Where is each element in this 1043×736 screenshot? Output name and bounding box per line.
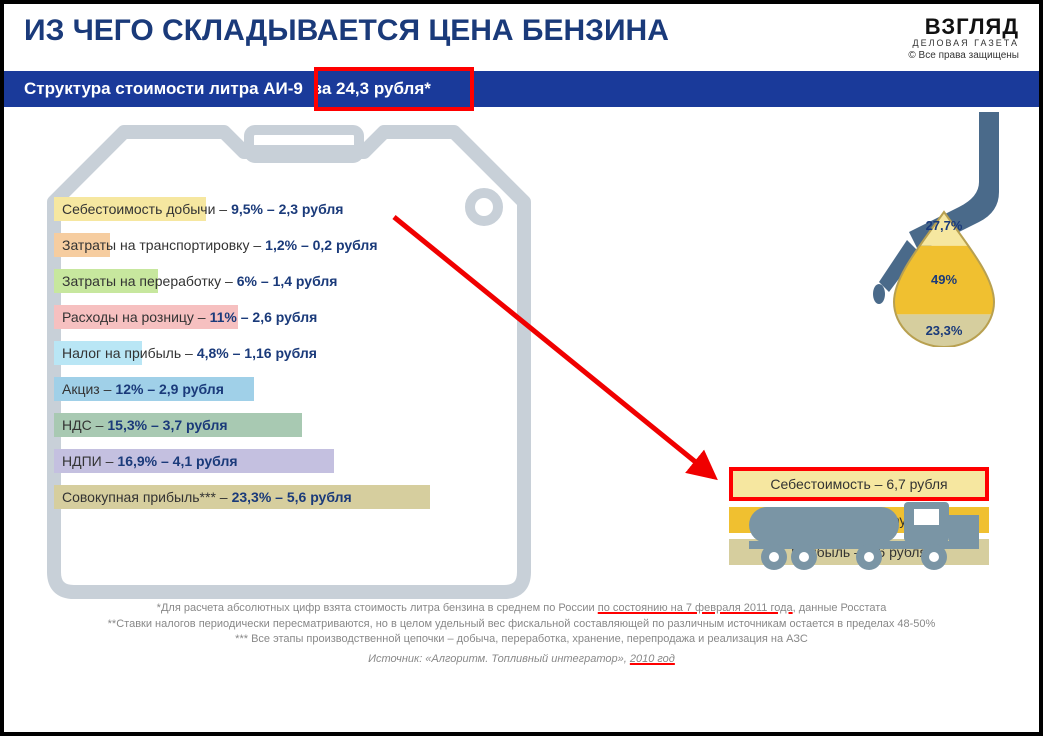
brand-subtitle: ДЕЛОВАЯ ГАЗЕТА [908,38,1019,48]
bar-value: 1,2% – 0,2 рубля [265,237,377,253]
bar-value: 23,3% – 5,6 рубля [232,489,352,505]
bar-label: Совокупная прибыль*** – [62,489,228,505]
bar-label: Расходы на розницу – [62,309,206,325]
bar-label: Себестоимость добычи – [62,201,227,217]
drop-segment-label: 49% [889,272,999,287]
subtitle-text-before: Структура стоимости литра АИ-9 [24,79,303,98]
cost-bar-row: Себестоимость добычи – 9,5% – 2,3 рубля [54,197,574,221]
fuel-drop-chart: 27,7% 49% 23,3% [889,207,999,347]
bar-label: Налог на прибыль – [62,345,193,361]
main-title: ИЗ ЧЕГО СКЛАДЫВАЕТСЯ ЦЕНА БЕНЗИНА [24,14,669,48]
subtitle-bar: Структура стоимости литра АИ-9 за 24,3 р… [4,71,1039,107]
footnote-1a: *Для расчета абсолютных цифр взята стоим… [157,602,598,614]
cost-bar: Совокупная прибыль*** – 23,3% – 5,6 рубл… [54,485,430,509]
bar-value: 16,9% – 4,1 рубля [117,453,237,469]
bar-value: 4,8% – 1,16 рубля [197,345,317,361]
tanker-truck-icon [749,487,979,577]
cost-bar: Затраты на транспортировку – 1,2% – 0,2 … [54,233,110,257]
bar-label: НДС – [62,417,103,433]
drop-segment-label: 23,3% [889,323,999,338]
drop-segment-label: 27,7% [889,218,999,233]
footnotes: *Для расчета абсолютных цифр взята стоим… [4,601,1039,667]
cost-bar-row: Расходы на розницу – 11% – 2,6 рубля [54,305,574,329]
cost-bar-row: Совокупная прибыль*** – 23,3% – 5,6 рубл… [54,485,574,509]
cost-breakdown-bars: Себестоимость добычи – 9,5% – 2,3 рубля З… [54,197,574,521]
cost-bar-row: НДПИ – 16,9% – 4,1 рубля [54,449,574,473]
bar-value: 9,5% – 2,3 рубля [231,201,343,217]
source-text: Источник: «Алгоритм. Топливный интеграто… [368,653,630,665]
cost-bar: Расходы на розницу – 11% – 2,6 рубля [54,305,238,329]
cost-bar-row: Налог на прибыль – 4,8% – 1,16 рубля [54,341,574,365]
cost-bar: НДПИ – 16,9% – 4,1 рубля [54,449,334,473]
brand-copyright: © Все права защищены [908,50,1019,61]
brand-block: ВЗГЛЯД ДЕЛОВАЯ ГАЗЕТА © Все права защище… [908,14,1019,61]
footnote-1: *Для расчета абсолютных цифр взята стоим… [34,601,1009,616]
bar-label: Затраты на транспортировку – [62,237,261,253]
source-line: Источник: «Алгоритм. Топливный интеграто… [34,652,1009,667]
footnote-2: **Ставки налогов периодически пересматри… [34,617,1009,632]
infographic-frame: ИЗ ЧЕГО СКЛАДЫВАЕТСЯ ЦЕНА БЕНЗИНА ВЗГЛЯД… [0,0,1043,736]
cost-bar: Акциз – 12% – 2,9 рубля [54,377,254,401]
brand-name: ВЗГЛЯД [908,14,1019,40]
bar-value: 12% – 2,9 рубля [115,381,223,397]
price-highlight-box [314,67,474,111]
cost-bar: Затраты на переработку – 6% – 1,4 рубля [54,269,158,293]
cost-bar: Налог на прибыль – 4,8% – 1,16 рубля [54,341,142,365]
source-year: 2010 год [630,653,675,665]
bar-value: 6% – 1,4 рубля [237,273,338,289]
bar-value: 15,3% – 3,7 рубля [107,417,227,433]
cost-bar-row: Затраты на транспортировку – 1,2% – 0,2 … [54,233,574,257]
bar-value: 11% – 2,6 рубля [210,309,318,325]
header: ИЗ ЧЕГО СКЛАДЫВАЕТСЯ ЦЕНА БЕНЗИНА ВЗГЛЯД… [4,4,1039,61]
cost-bar-row: НДС – 15,3% – 3,7 рубля [54,413,574,437]
cost-bar: НДС – 15,3% – 3,7 рубля [54,413,302,437]
cost-bar-row: Затраты на переработку – 6% – 1,4 рубля [54,269,574,293]
cost-bar-row: Акциз – 12% – 2,9 рубля [54,377,574,401]
cost-bar: Себестоимость добычи – 9,5% – 2,3 рубля [54,197,206,221]
bar-label: Акциз – [62,381,111,397]
content-area: Себестоимость добычи – 9,5% – 2,3 рубля З… [4,107,1039,677]
footnote-1u: по состоянию на 7 февраля 2011 года [598,602,793,614]
bar-label: НДПИ – [62,453,113,469]
footnote-3: *** Все этапы производственной цепочки –… [34,632,1009,647]
bar-label: Затраты на переработку – [62,273,233,289]
footnote-1b: , данные Росстата [793,602,887,614]
